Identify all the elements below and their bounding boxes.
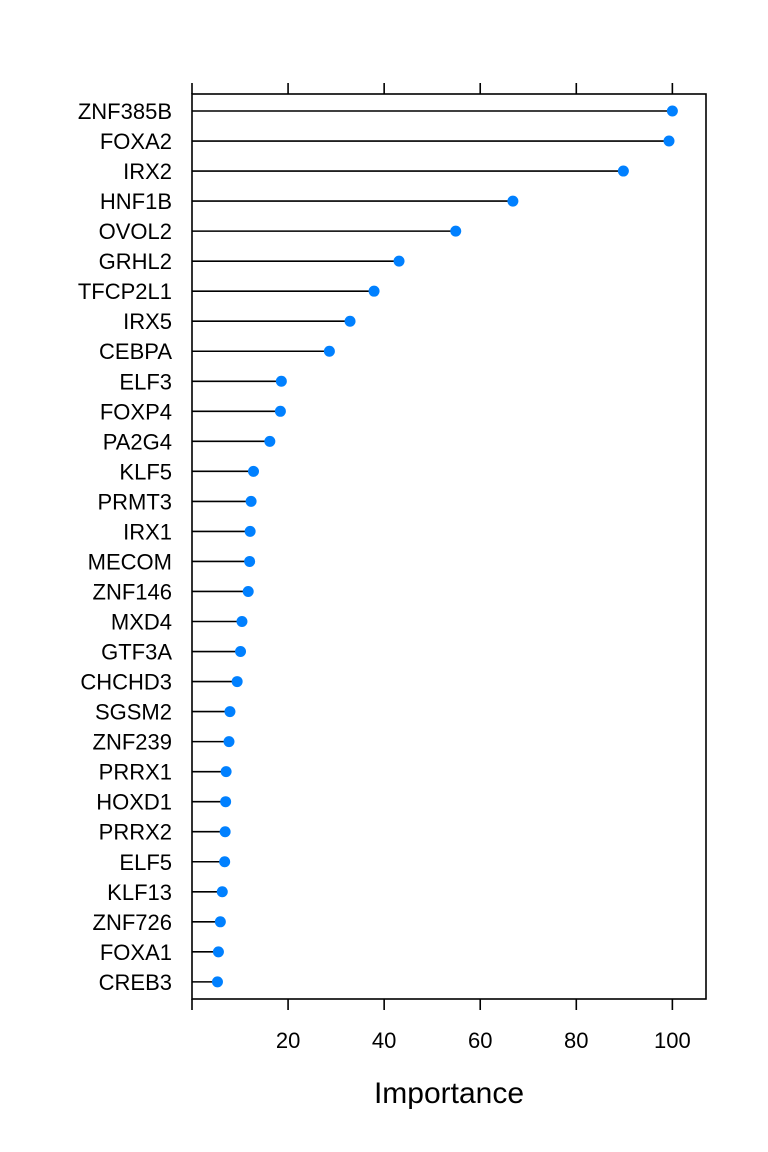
category-label: ELF3: [119, 369, 172, 394]
category-label: ELF5: [119, 850, 172, 875]
data-point: [666, 105, 678, 117]
data-point: [219, 856, 231, 868]
category-label: IRX2: [123, 159, 172, 184]
x-axis-title: Importance: [374, 1077, 524, 1110]
stems: [192, 110, 673, 983]
data-point: [231, 676, 243, 688]
data-point: [244, 555, 256, 567]
data-point: [663, 135, 675, 147]
data-point: [224, 706, 236, 718]
data-point: [245, 495, 257, 507]
data-point: [223, 736, 235, 748]
data-point: [220, 766, 232, 778]
category-label: CEBPA: [99, 339, 172, 364]
data-point: [507, 195, 519, 207]
data-point: [344, 315, 356, 327]
category-label: ZNF385B: [78, 99, 172, 124]
category-label: PRRX1: [99, 760, 172, 785]
category-label: SGSM2: [95, 700, 172, 725]
category-label: GTF3A: [101, 640, 172, 665]
data-point: [212, 946, 224, 958]
data-point: [211, 976, 223, 988]
category-labels: ZNF385B FOXA2 IRX2 HNF1B OVOL2 GRHL2 TFCP2L1 IR…: [78, 99, 172, 995]
category-label: FOXA1: [100, 940, 172, 965]
category-label: ZNF146: [93, 579, 172, 604]
data-point: [617, 165, 629, 177]
data-point: [216, 886, 228, 898]
top-axis-ticks: [191, 83, 674, 94]
x-tick-label: 100: [654, 1028, 691, 1053]
category-label: TFCP2L1: [78, 279, 172, 304]
data-point: [393, 255, 405, 267]
data-point: [236, 616, 248, 628]
data-point: [274, 405, 286, 417]
category-label: MECOM: [88, 549, 172, 574]
category-label: GRHL2: [99, 249, 172, 274]
data-point: [323, 345, 335, 357]
category-label: FOXA2: [100, 129, 172, 154]
category-label: CHCHD3: [80, 670, 172, 695]
category-label: ZNF726: [93, 910, 172, 935]
category-label: HNF1B: [100, 189, 172, 214]
category-label: IRX1: [123, 519, 172, 544]
category-label: HOXD1: [96, 790, 172, 815]
x-tick-label: 40: [372, 1028, 396, 1053]
category-label: KLF5: [119, 459, 172, 484]
category-label: KLF13: [107, 880, 172, 905]
data-point: [244, 525, 256, 537]
category-label: ZNF239: [93, 730, 172, 755]
data-point: [264, 435, 276, 447]
x-tick-label: 20: [276, 1028, 300, 1053]
category-label: PA2G4: [103, 429, 172, 454]
category-label: IRX5: [123, 309, 172, 334]
category-label: FOXP4: [100, 399, 172, 424]
category-label: CREB3: [99, 970, 172, 995]
category-label: PRRX2: [99, 820, 172, 845]
data-point: [275, 375, 287, 387]
data-point: [214, 916, 226, 928]
category-label: PRMT3: [97, 489, 172, 514]
points: [211, 105, 678, 988]
x-tick-label: 60: [468, 1028, 492, 1053]
data-point: [242, 585, 254, 597]
data-point: [247, 465, 259, 477]
data-point: [235, 646, 247, 658]
category-label: MXD4: [111, 610, 172, 635]
x-tick-label: 80: [564, 1028, 588, 1053]
data-point: [219, 826, 231, 838]
data-point: [220, 796, 232, 808]
data-point: [450, 225, 462, 237]
plot-frame: [191, 93, 707, 1000]
category-label: OVOL2: [99, 219, 172, 244]
data-point: [368, 285, 380, 297]
bottom-axis: 20 40 60 80 100: [191, 999, 691, 1053]
